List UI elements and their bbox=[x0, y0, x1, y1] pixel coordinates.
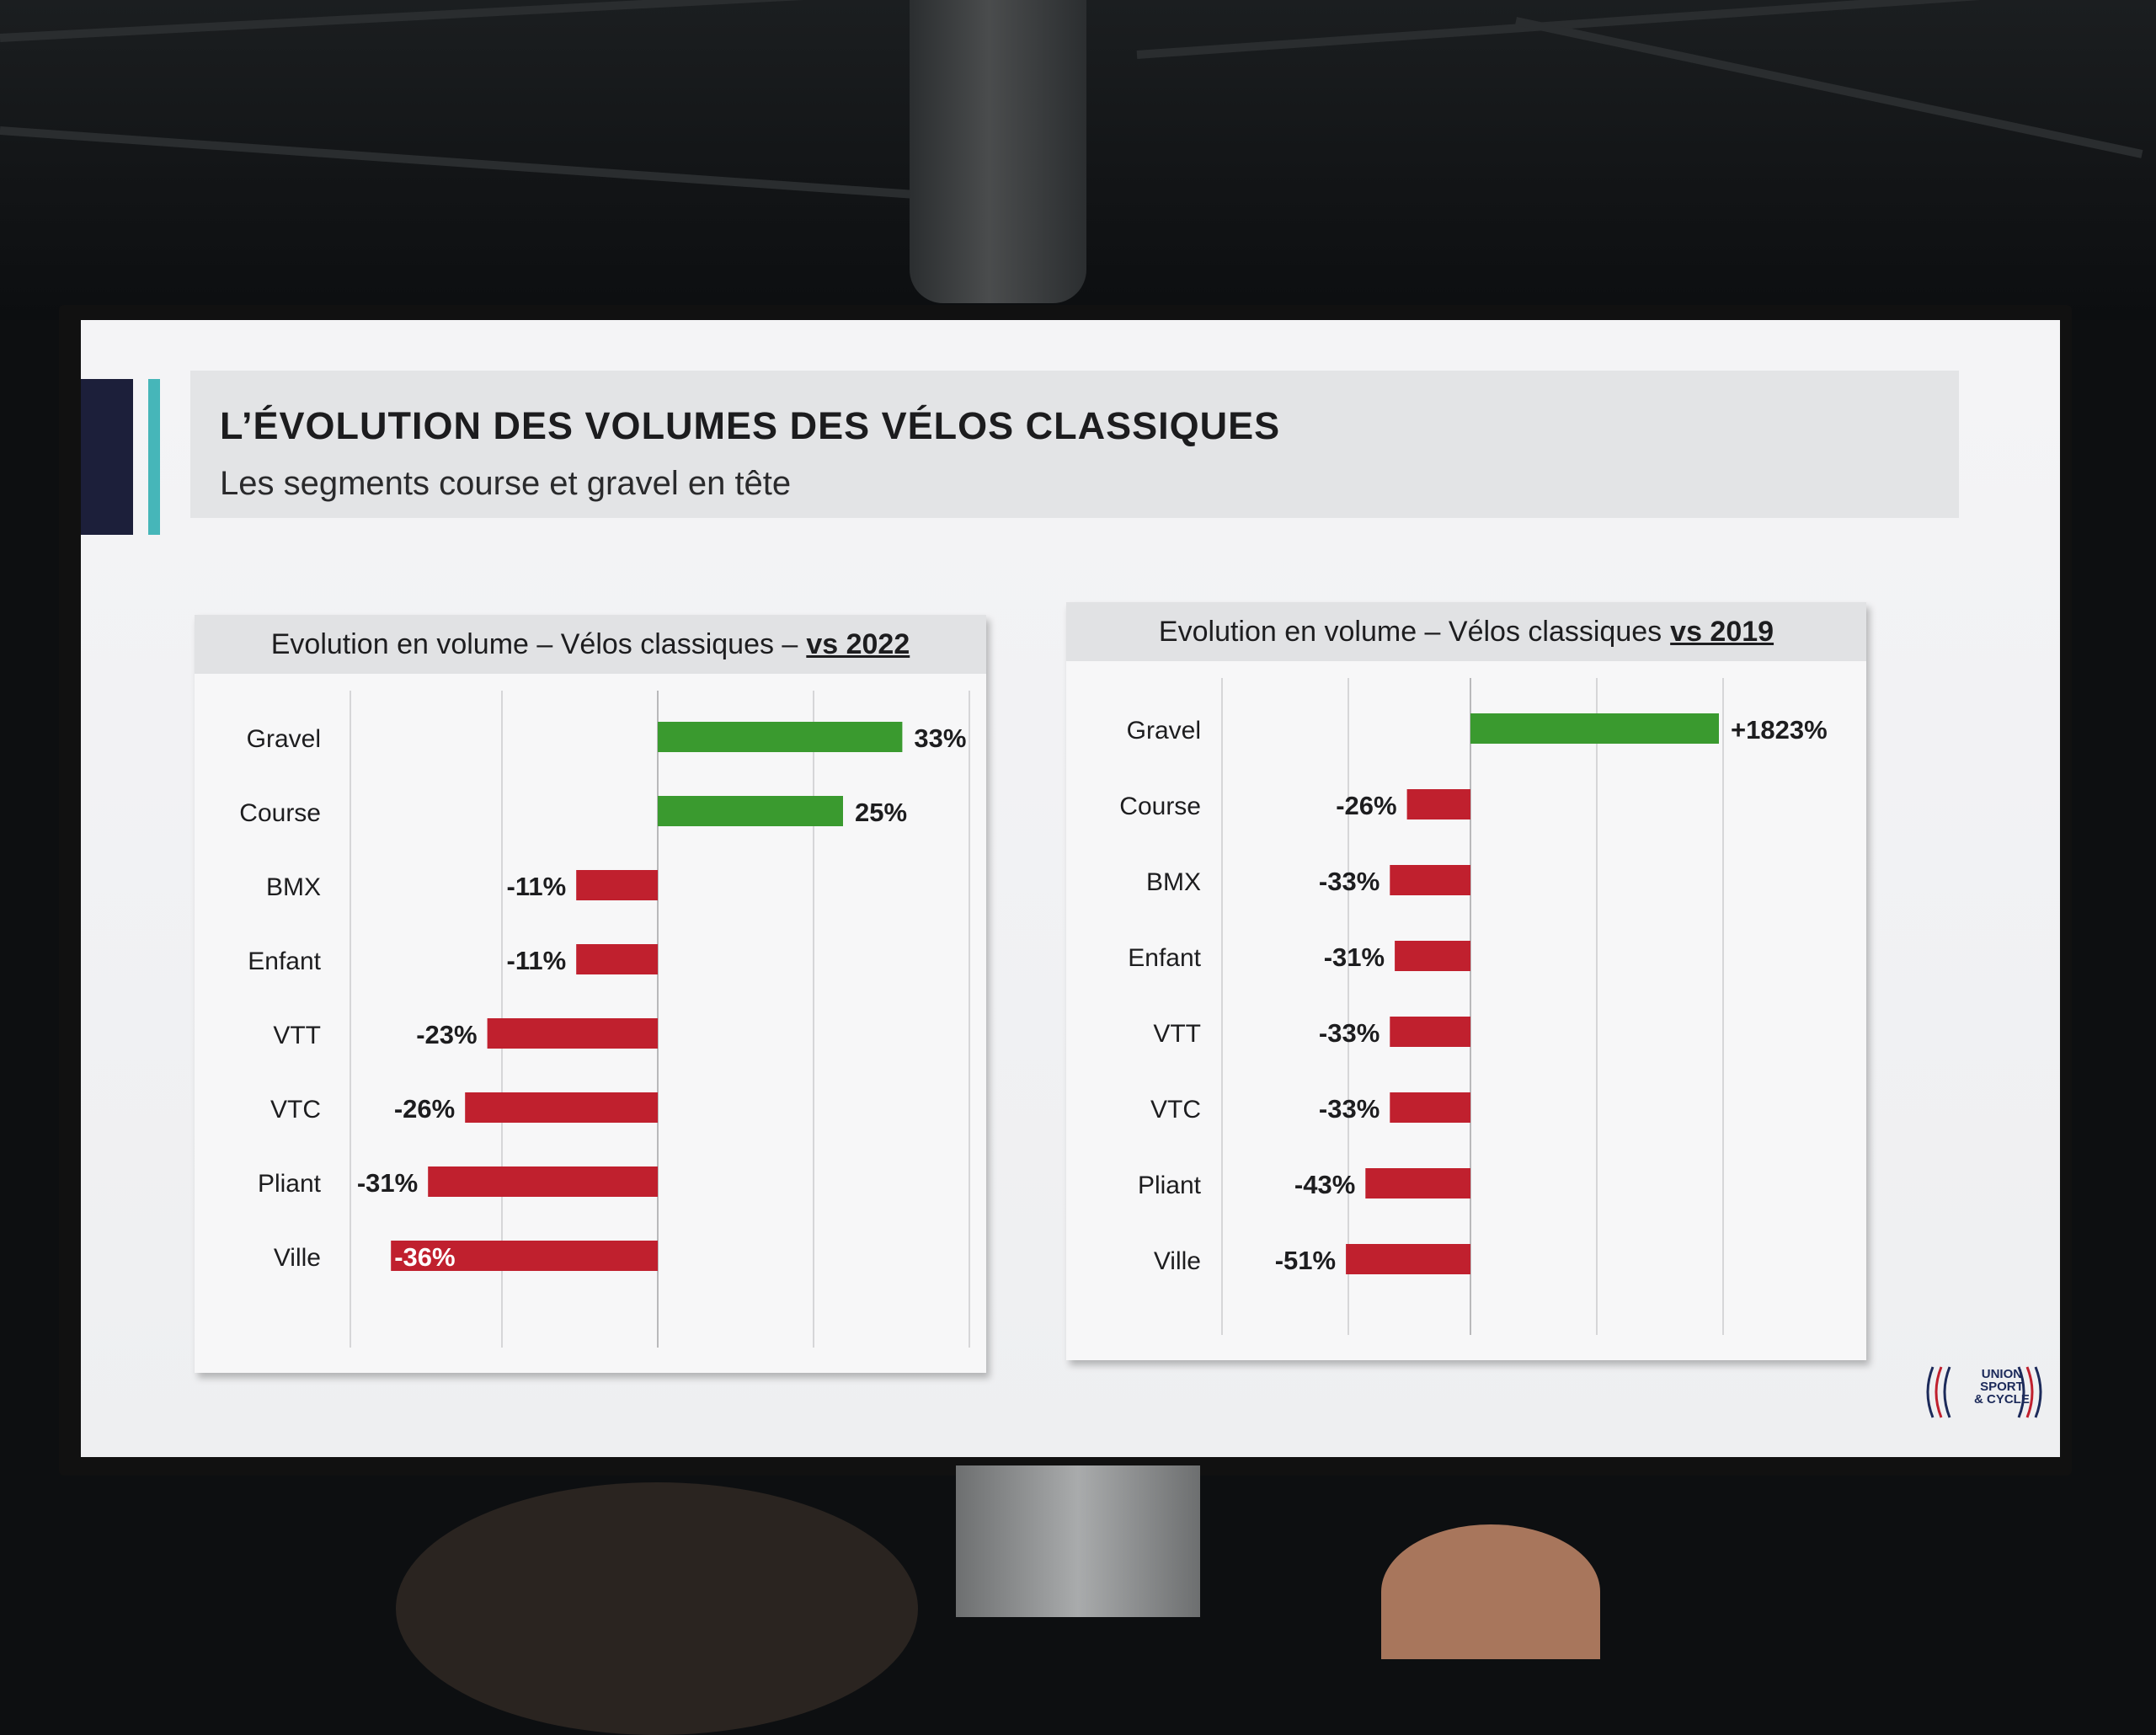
bar-pliant bbox=[1365, 1168, 1470, 1198]
logo-line: SPORT bbox=[1980, 1380, 2024, 1394]
logo-text: UNION SPORT & CYCLE bbox=[1974, 1368, 2030, 1406]
bar-pliant bbox=[428, 1166, 658, 1197]
category-label: BMX bbox=[266, 873, 321, 901]
ceiling-beam bbox=[1514, 17, 2143, 158]
chart-panel-vs-2022: Evolution en volume – Vélos classiques –… bbox=[195, 615, 986, 1373]
bar-course bbox=[1406, 789, 1470, 819]
data-label: 33% bbox=[914, 723, 966, 753]
slide-subtitle: Les segments course et gravel en tête bbox=[220, 465, 792, 502]
data-label: -33% bbox=[1319, 1094, 1380, 1124]
title-band bbox=[190, 371, 1959, 518]
data-label: -11% bbox=[507, 946, 567, 975]
category-label: VTC bbox=[1150, 1096, 1201, 1124]
chart-title-emphasis: vs 2022 bbox=[806, 627, 910, 660]
slide-screen: L’ÉVOLUTION DES VOLUMES DES VÉLOS CLASSI… bbox=[81, 320, 2060, 1457]
data-label: -51% bbox=[1275, 1246, 1336, 1275]
audience-head bbox=[396, 1482, 918, 1735]
category-label: Gravel bbox=[247, 725, 321, 753]
bar-enfant bbox=[1395, 941, 1470, 971]
data-label: -31% bbox=[1324, 942, 1385, 972]
bar-ville bbox=[391, 1241, 658, 1271]
logo-line: & CYCLE bbox=[1974, 1392, 2030, 1407]
data-label: -23% bbox=[416, 1020, 477, 1049]
category-label: Ville bbox=[274, 1244, 321, 1272]
ceiling-beam bbox=[0, 0, 926, 42]
bar-vtc bbox=[465, 1092, 658, 1123]
bar-chart-vs-2022: Gravel 33% Course 25% BMX -11% Enfant -11% VTT -2… bbox=[239, 691, 970, 1348]
data-label: -33% bbox=[1319, 867, 1380, 896]
chart-title: Evolution en volume – Vélos classiques v… bbox=[1066, 602, 1866, 661]
category-label: VTT bbox=[273, 1022, 321, 1049]
title-accent-bar bbox=[81, 379, 133, 535]
ceiling-beam bbox=[0, 126, 925, 200]
bar-bmx bbox=[1390, 865, 1470, 895]
bar-chart-vs-2019: Gravel +1823% Course -26% BMX -33% Enfant -31% V… bbox=[1119, 678, 1828, 1335]
category-label: Enfant bbox=[248, 948, 321, 975]
audience-hand bbox=[1381, 1524, 1600, 1659]
chart-panel-vs-2019: Evolution en volume – Vélos classiques v… bbox=[1066, 602, 1866, 1360]
title-accent-stripe bbox=[148, 379, 160, 535]
category-label: VTT bbox=[1153, 1020, 1201, 1048]
data-label: -26% bbox=[1336, 791, 1396, 820]
data-label: -11% bbox=[507, 872, 567, 901]
category-label: Course bbox=[1119, 793, 1201, 820]
chart-title-text: Evolution en volume – Vélos classiques – bbox=[270, 627, 798, 660]
data-label: -26% bbox=[394, 1094, 455, 1124]
data-label: +1823% bbox=[1731, 715, 1828, 745]
category-label: VTC bbox=[270, 1096, 321, 1124]
bar-vtt bbox=[487, 1018, 658, 1049]
logo-line: UNION bbox=[1981, 1367, 2023, 1381]
bar-vtc bbox=[1390, 1092, 1470, 1123]
data-label: -31% bbox=[357, 1168, 418, 1198]
category-label: Enfant bbox=[1128, 944, 1201, 972]
ceiling-pillar bbox=[910, 0, 1086, 303]
chart-title-emphasis: vs 2019 bbox=[1670, 615, 1774, 648]
data-label: -36% bbox=[394, 1242, 455, 1272]
category-label: Ville bbox=[1154, 1247, 1201, 1275]
category-label: Pliant bbox=[1138, 1172, 1202, 1199]
data-label: -33% bbox=[1319, 1018, 1380, 1048]
category-label: Pliant bbox=[258, 1170, 322, 1198]
monitor-stand bbox=[956, 1465, 1200, 1617]
bar-gravel bbox=[658, 722, 903, 752]
slide-title: L’ÉVOLUTION DES VOLUMES DES VÉLOS CLASSI… bbox=[220, 404, 1281, 447]
data-label: -43% bbox=[1294, 1170, 1355, 1199]
bar-course bbox=[658, 796, 843, 826]
data-label: 25% bbox=[855, 798, 907, 827]
union-sport-cycle-logo bbox=[1926, 1366, 2042, 1418]
bar-gravel bbox=[1470, 713, 1719, 744]
bar-ville bbox=[1346, 1244, 1470, 1274]
chart-title: Evolution en volume – Vélos classiques –… bbox=[195, 615, 986, 674]
room-ceiling bbox=[0, 0, 2156, 320]
category-label: BMX bbox=[1146, 868, 1201, 896]
chart-title-text: Evolution en volume – Vélos classiques bbox=[1158, 615, 1662, 648]
bar-bmx bbox=[576, 870, 658, 900]
category-label: Course bbox=[239, 799, 321, 827]
category-label: Gravel bbox=[1127, 717, 1201, 745]
bar-enfant bbox=[576, 944, 658, 974]
bar-vtt bbox=[1390, 1017, 1470, 1047]
